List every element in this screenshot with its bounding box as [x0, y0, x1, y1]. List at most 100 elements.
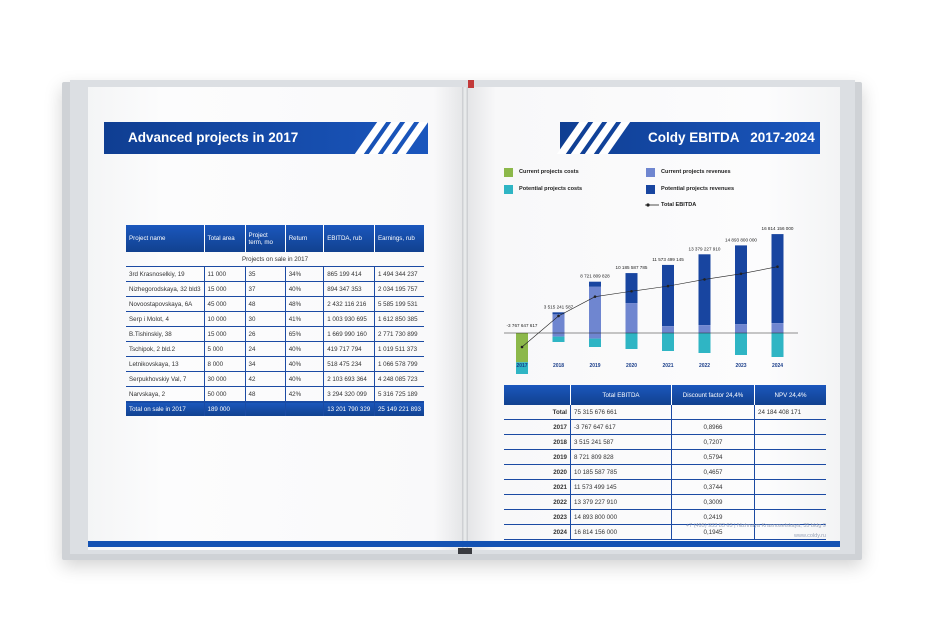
chart-bar	[552, 312, 565, 315]
table-cell	[754, 494, 826, 510]
table-cell	[754, 524, 826, 540]
table-cell: 48	[245, 386, 286, 402]
table-cell: 0,5794	[671, 449, 755, 465]
chart-bar	[516, 362, 528, 374]
table-cell	[754, 434, 826, 450]
right-page-title: Coldy EBITDA 2017-2024	[648, 130, 815, 145]
data-label: 14 893 800 000	[725, 237, 757, 242]
footer-contact: +7 (495) 933 83 63 | Nizhnaya Krasnosels…	[685, 523, 826, 529]
table-cell: 35	[245, 266, 286, 282]
chart-bar	[735, 245, 747, 325]
table-cell: Letnikovskaya, 13	[126, 356, 205, 372]
chart-bar	[771, 234, 784, 324]
table-cell: 48	[245, 296, 286, 312]
col-header: Total area	[204, 225, 246, 252]
table-cell: 40%	[285, 371, 325, 387]
legend-current-costs: Current projects costs	[519, 169, 579, 175]
table-cell: 34%	[285, 266, 325, 282]
table-cell: 2 432 116 216	[323, 296, 375, 312]
chart-bar	[589, 333, 601, 339]
table-cell: 518 475 234	[323, 356, 375, 372]
table-cell: 40%	[285, 341, 325, 357]
table-cell: 41%	[285, 311, 325, 327]
col-header: Return	[285, 225, 325, 252]
table-cell: Serp i Molot, 4	[126, 311, 205, 327]
total-ebitda-point	[557, 314, 560, 318]
total-cell	[285, 401, 325, 416]
chart-bar	[625, 273, 638, 304]
col-header: Earnings, rub	[374, 225, 424, 252]
table-cell: 16 814 156 000	[570, 524, 672, 540]
section-label: Projects on sale in 2017	[126, 252, 424, 267]
table-cell: 0,4657	[671, 464, 755, 480]
table-row: 3rd Krasnoselkiy, 19 11 000 35 34% 865 199 4…	[126, 266, 424, 282]
table-row: 2019 8 721 809 828 0,5794	[504, 449, 826, 465]
x-tick-label: 2020	[626, 363, 637, 369]
table-cell: 0,2419	[671, 509, 755, 525]
table-row: Narvskaya, 2 50 000 48 42% 3 294 320 099 5 31…	[126, 386, 424, 402]
total-ebitda-line	[521, 266, 778, 348]
row-label: 2019	[504, 449, 571, 465]
table-row: 2021 11 573 499 145 0,3744	[504, 479, 826, 495]
table-cell: 0,3744	[671, 479, 755, 495]
data-label: 16 814 156 000	[762, 226, 794, 231]
col-header: Project name	[126, 225, 205, 252]
chart-bar	[625, 333, 638, 349]
data-label: 8 721 809 828	[580, 274, 610, 279]
left-page-title: Advanced projects in 2017	[128, 130, 299, 145]
table-cell: 34	[245, 356, 286, 372]
table-cell: 865 199 414	[323, 266, 375, 282]
legend-line-icon	[645, 203, 659, 207]
table-row: B.Tishinskiy, 38 15 000 26 65% 1 669 990 160…	[126, 326, 424, 342]
table-cell: 30	[245, 311, 286, 327]
row-label: Total	[504, 405, 571, 420]
data-label: 3 515 241 587	[544, 304, 574, 309]
table-cell: 50 000	[204, 386, 246, 402]
table-cell: 1 003 930 695	[323, 311, 375, 327]
total-row: Total on sale in 2017 189 000 13 201 790 3…	[126, 401, 424, 416]
table-row: 2022 13 379 227 910 0,3009	[504, 494, 826, 510]
total-cell: Total on sale in 2017	[126, 401, 205, 416]
chart-bar	[625, 303, 638, 333]
data-label: 10 185 587 785	[616, 265, 648, 270]
table-cell: 3rd Krasnoselkiy, 19	[126, 266, 205, 282]
chart-bar	[735, 324, 747, 333]
total-ebitda-point	[630, 289, 633, 293]
total-ebitda-point	[739, 272, 743, 276]
table-row: Novoostapovskaya, 6A 45 000 48 48% 2 432 116…	[126, 296, 424, 312]
legend-swatch-current-costs	[504, 168, 513, 177]
chart-bar	[662, 264, 674, 327]
table-cell	[754, 419, 826, 435]
table-row: Tschipok, 2 bld.2 5 000 24 40% 419 717 794 1 …	[126, 341, 424, 357]
table-cell	[754, 449, 826, 465]
table-cell: Novoostapovskaya, 6A	[126, 296, 205, 312]
table-cell: 8 000	[204, 356, 246, 372]
table-cell: B.Tishinskiy, 38	[126, 326, 205, 342]
footer-website[interactable]: www.coldy.ru	[794, 533, 826, 539]
x-tick-label: 2024	[772, 363, 783, 369]
data-label: -3 767 647 617	[507, 323, 538, 328]
table-cell: Narvskaya, 2	[126, 386, 205, 402]
chart-bar	[735, 333, 747, 355]
total-ebitda-point	[776, 265, 779, 268]
row-label: 2017	[504, 419, 571, 435]
col-header	[504, 385, 571, 405]
row-label: 2024	[504, 524, 571, 540]
chart-bar	[771, 323, 784, 333]
table-row: 2024 16 814 156 000 0,1945	[504, 524, 826, 540]
table-cell: 40%	[285, 281, 325, 297]
table-cell: 15 000	[204, 326, 246, 342]
total-ebitda-point	[520, 345, 524, 349]
col-header: Total EBITDA	[570, 385, 672, 405]
table-cell: 0,8966	[671, 419, 755, 435]
x-tick-label: 2017	[516, 363, 527, 369]
chart-bar	[552, 314, 565, 333]
table-row: Serpukhovskiy Val, 7 30 000 42 40% 2 103 693…	[126, 371, 424, 387]
chart-bar	[589, 281, 601, 287]
col-header: Project term, mo	[245, 225, 286, 252]
table-cell: 894 347 353	[323, 281, 375, 297]
total-ebitda-point	[666, 284, 670, 288]
data-label: 13 379 227 910	[689, 246, 721, 251]
col-header: EBITDA, rub	[323, 225, 375, 252]
right-title-banner: Coldy EBITDA 2017-2024	[556, 122, 820, 154]
